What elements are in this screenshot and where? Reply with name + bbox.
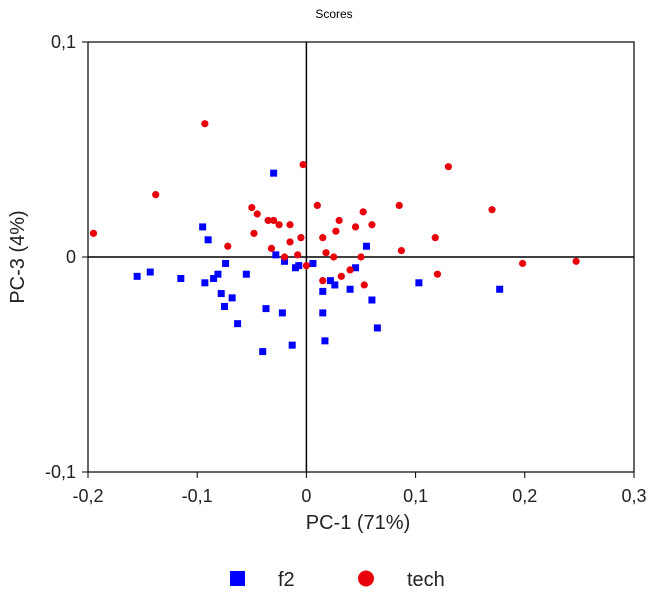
tech-data-point	[368, 221, 376, 229]
f2-data-point	[352, 264, 360, 272]
tech-data-point	[286, 221, 294, 229]
f2-data-point	[278, 309, 286, 317]
y-tick-label: -0,1	[45, 462, 76, 482]
tech-data-point	[267, 244, 276, 252]
f2-data-point	[259, 348, 267, 356]
tech-data-point	[319, 234, 327, 242]
tech-data-point	[397, 246, 406, 255]
tech-data-point	[253, 210, 261, 218]
legend: f2 tech	[230, 569, 445, 591]
legend-tech-label: tech	[407, 569, 445, 591]
x-axis-label: PC-1 (71%)	[306, 512, 410, 534]
f2-data-point	[319, 287, 327, 295]
tech-data-point	[572, 257, 580, 265]
tech-data-point	[250, 229, 258, 237]
tech-data-point	[302, 262, 310, 270]
tech-data-point	[351, 223, 360, 231]
f2-data-point	[496, 285, 504, 293]
f2-data-point	[222, 259, 230, 267]
tech-data-point	[152, 191, 160, 199]
tech-data-point	[313, 201, 321, 209]
tech-data-point	[360, 281, 368, 289]
tech-data-point	[330, 253, 338, 261]
f2-data-point	[415, 279, 423, 287]
f2-data-point	[321, 337, 329, 345]
x-axis-ticks: -0,2 -0,1 0 0,1 0,2 0,3	[72, 472, 647, 506]
f2-data-point	[319, 309, 327, 317]
tech-data-point	[224, 242, 232, 250]
chart-title: Scores	[315, 7, 352, 21]
x-tick-label: 0,2	[512, 486, 537, 506]
x-tick-label: -0,1	[182, 486, 213, 506]
f2-data-point	[331, 281, 339, 289]
tech-data-point	[297, 234, 305, 242]
f2-data-point	[133, 272, 141, 280]
tech-data-point	[89, 229, 98, 237]
f2-data-point	[309, 259, 317, 267]
tech-data-point	[248, 203, 256, 212]
tech-data-point	[280, 253, 289, 261]
y-tick-label: 0,1	[51, 32, 76, 52]
f2-data-point	[234, 320, 242, 328]
f2-data-point	[210, 275, 218, 282]
tech-data-point	[431, 234, 439, 242]
f2-data-point	[373, 324, 381, 332]
legend-tech-marker-icon	[358, 570, 374, 587]
tech-data-point	[264, 216, 272, 225]
x-tick-label: 0,1	[403, 486, 428, 506]
f2-data-point	[295, 262, 303, 270]
tech-data-point	[201, 120, 209, 128]
tech-data-point	[270, 216, 278, 225]
tech-data-point	[359, 208, 367, 216]
f2-data-point	[288, 341, 296, 349]
tech-data-point	[299, 160, 307, 169]
tech-data-point	[395, 201, 403, 209]
tech-data-point	[322, 249, 330, 257]
f2-data-point	[217, 290, 225, 298]
y-tick-label: 0	[66, 247, 76, 267]
f2-data-point	[221, 302, 228, 310]
legend-f2-marker-icon	[230, 571, 245, 586]
f2-data-point	[177, 275, 185, 282]
f2-data-point	[368, 296, 376, 304]
y-axis-ticks: -0,1 0 0,1	[45, 32, 88, 482]
tech-data-point	[286, 238, 294, 246]
f2-data-point	[270, 169, 278, 177]
tech-data-point	[357, 253, 365, 261]
f2-data-point	[199, 223, 207, 231]
data-points-layer	[89, 120, 580, 356]
y-axis-label: PC-3 (4%)	[7, 210, 29, 303]
tech-data-point	[337, 272, 345, 280]
f2-data-point	[146, 268, 154, 276]
tech-data-point	[332, 227, 340, 235]
f2-data-point	[262, 305, 270, 313]
tech-data-point	[294, 251, 302, 259]
f2-data-point	[201, 279, 209, 287]
f2-data-point	[242, 270, 250, 278]
x-tick-label: 0,3	[621, 486, 646, 506]
tech-data-point	[433, 270, 442, 278]
x-tick-label: 0	[301, 486, 311, 506]
tech-data-point	[519, 259, 527, 268]
f2-data-point	[326, 277, 334, 285]
tech-data-point	[488, 206, 496, 214]
tech-data-point	[444, 163, 452, 171]
x-tick-label: -0,2	[72, 486, 103, 506]
legend-f2-label: f2	[278, 569, 295, 591]
tech-data-point	[319, 277, 327, 285]
f2-data-point	[228, 294, 236, 302]
f2-data-point	[281, 257, 289, 265]
f2-data-point	[272, 251, 280, 259]
f2-data-point	[214, 270, 222, 278]
f2-data-point	[362, 242, 370, 250]
f2-data-point	[204, 236, 212, 244]
tech-data-point	[335, 216, 343, 225]
tech-data-point	[275, 221, 283, 229]
tech-data-point	[346, 266, 354, 274]
f2-data-point	[346, 285, 354, 293]
